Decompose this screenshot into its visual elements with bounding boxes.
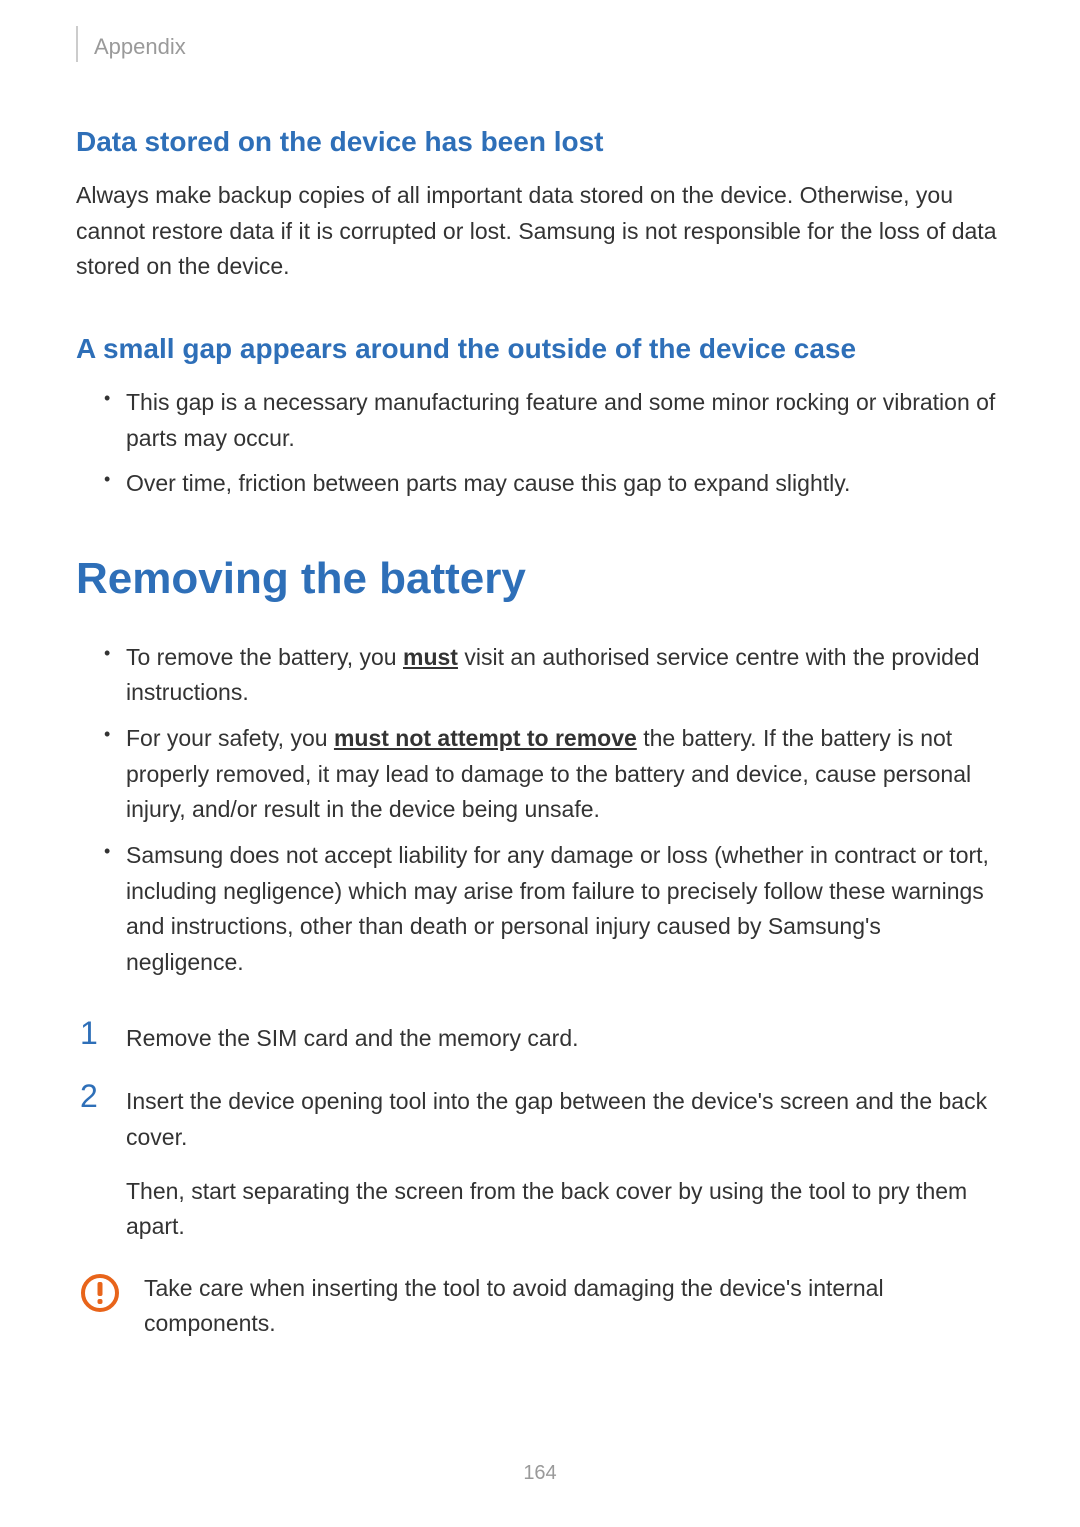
list-item: Over time, friction between parts may ca… [104, 466, 1004, 502]
step-number: 1 [80, 1017, 104, 1057]
step-2: 2 Insert the device opening tool into th… [76, 1080, 1004, 1245]
list-item: Samsung does not accept liability for an… [104, 838, 1004, 981]
step-1: 1 Remove the SIM card and the memory car… [76, 1017, 1004, 1057]
step-line: Insert the device opening tool into the … [126, 1084, 1004, 1155]
text-emph: must not attempt to remove [334, 725, 637, 751]
step-line: Then, start separating the screen from t… [126, 1174, 1004, 1245]
step-number: 2 [80, 1080, 104, 1245]
bullet-list-gap: This gap is a necessary manufacturing fe… [76, 385, 1004, 502]
caution-icon [80, 1273, 120, 1313]
section-body-data-lost: Always make backup copies of all importa… [76, 178, 1004, 285]
text-pre: For your safety, you [126, 725, 334, 751]
text-emph: must [403, 644, 458, 670]
list-item: For your safety, you must not attempt to… [104, 721, 1004, 828]
list-item: To remove the battery, you must visit an… [104, 640, 1004, 711]
page-number: 164 [0, 1462, 1080, 1485]
main-heading-removing-battery: Removing the battery [76, 554, 1004, 604]
step-text: Insert the device opening tool into the … [126, 1080, 1004, 1245]
bullet-list-battery: To remove the battery, you must visit an… [76, 640, 1004, 981]
text-pre: To remove the battery, you [126, 644, 403, 670]
breadcrumb: Appendix [94, 34, 186, 60]
caution-text: Take care when inserting the tool to avo… [144, 1269, 1004, 1342]
text-pre: Samsung does not accept liability for an… [126, 842, 989, 975]
step-line: Remove the SIM card and the memory card. [126, 1021, 579, 1057]
breadcrumb-divider [76, 26, 78, 62]
step-text: Remove the SIM card and the memory card. [126, 1017, 579, 1057]
list-item: This gap is a necessary manufacturing fe… [104, 385, 1004, 456]
section-heading-data-lost: Data stored on the device has been lost [76, 126, 1004, 158]
document-page: Appendix Data stored on the device has b… [0, 0, 1080, 1342]
breadcrumb-wrap: Appendix [76, 32, 1004, 62]
caution-block: Take care when inserting the tool to avo… [76, 1269, 1004, 1342]
section-heading-gap: A small gap appears around the outside o… [76, 333, 1004, 365]
